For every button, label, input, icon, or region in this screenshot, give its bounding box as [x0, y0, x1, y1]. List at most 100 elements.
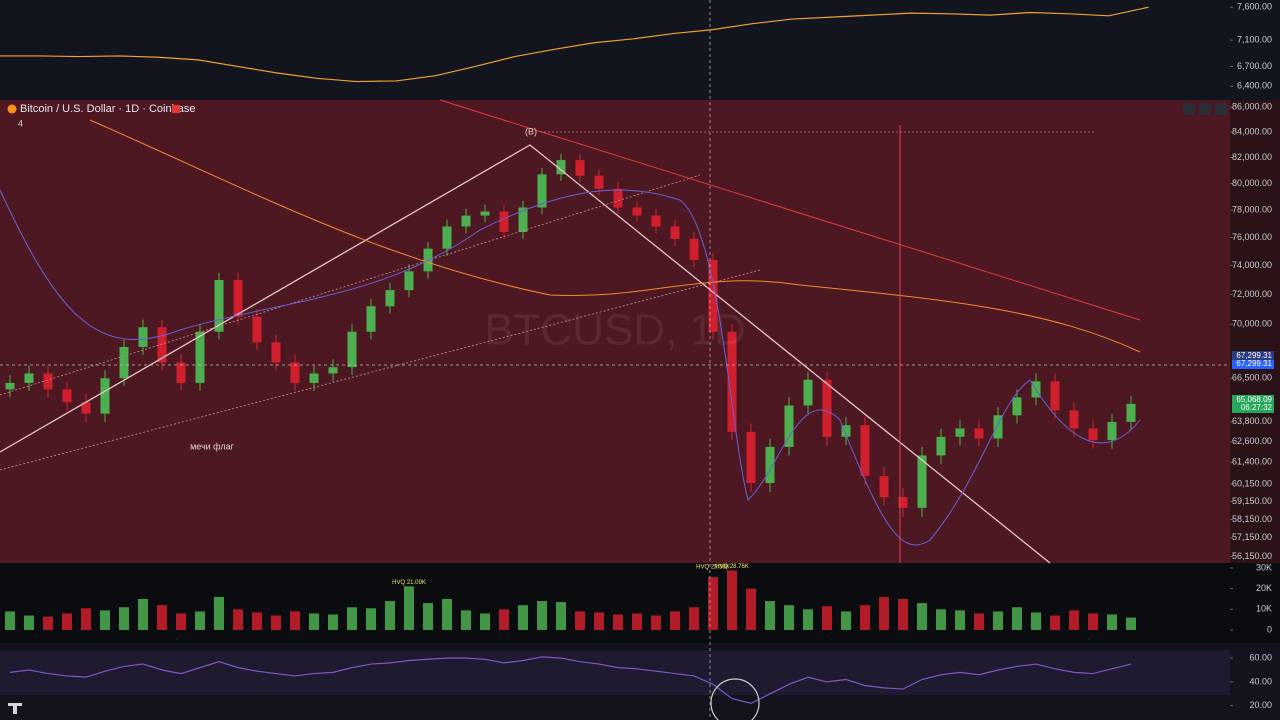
candle-body	[119, 346, 129, 379]
candle-body	[461, 215, 471, 227]
y-tick-label: 20K	[1256, 583, 1272, 593]
candle-body	[385, 290, 395, 307]
volume-label: HVQ 21.09K	[392, 580, 426, 586]
candle-body	[1012, 397, 1022, 416]
volume-pane	[0, 563, 1280, 643]
candle-body	[613, 188, 623, 208]
button-maximize[interactable]	[1215, 103, 1227, 115]
highlight-circle	[710, 678, 760, 720]
candle-body	[784, 405, 794, 447]
volume-bar	[480, 613, 490, 630]
candle-body	[5, 382, 15, 390]
volume-bar	[974, 613, 984, 630]
volume-bar	[43, 616, 53, 630]
ma-blue	[0, 189, 1141, 546]
volume-bar	[404, 586, 414, 630]
y-tick-label: 70,000.00	[1232, 319, 1272, 329]
candle-body	[822, 379, 832, 437]
volume-bar	[1069, 610, 1079, 630]
volume-bar	[936, 609, 946, 630]
candle-body	[879, 476, 889, 498]
price-axis	[1230, 100, 1280, 563]
volume-bar	[1050, 615, 1060, 630]
y-tick-label: 10K	[1256, 604, 1272, 614]
ma-red	[439, 99, 1141, 321]
candle-body	[1126, 403, 1136, 422]
candle-body	[670, 226, 680, 239]
volume-bar	[271, 615, 281, 630]
logo[interactable]	[8, 703, 22, 714]
countdown: 06:27:32	[1241, 403, 1273, 412]
y-tick-label: 6,400.00	[1237, 81, 1272, 91]
volume-bar	[1126, 617, 1136, 630]
volume-bar	[81, 608, 91, 630]
symbol-icon	[7, 104, 17, 114]
volume-bar	[385, 601, 395, 630]
candle-body	[157, 327, 167, 363]
flag[interactable]	[172, 105, 180, 113]
indicator-line	[0, 6, 1149, 83]
candle-body	[841, 425, 851, 437]
volume-bar	[651, 615, 661, 630]
volume-bar	[252, 612, 262, 630]
symbol-title[interactable]: Bitcoin / U.S. Dollar · 1D · Coinbase	[20, 103, 195, 115]
price-tag: 67,299.31	[1236, 351, 1272, 360]
candle-body	[1050, 381, 1060, 411]
volume-label: HVQ 25.58K	[696, 565, 730, 571]
button-down[interactable]	[1199, 103, 1211, 115]
price-tag: 67,299.31	[1236, 359, 1272, 368]
candle-body	[917, 455, 927, 508]
volume-bar	[24, 615, 34, 630]
candle-body	[993, 415, 1003, 439]
candle-body	[537, 174, 547, 208]
candle-body	[556, 160, 566, 175]
drawings	[0, 0, 1230, 720]
volume-bar	[993, 611, 1003, 630]
candle-body	[1069, 410, 1079, 429]
candle-body	[252, 316, 262, 343]
candle-body	[366, 306, 376, 332]
rsi-band	[0, 650, 1230, 695]
volume-bar	[917, 603, 927, 630]
candle-body	[480, 211, 490, 216]
y-tick-label: 76,000.00	[1232, 232, 1272, 242]
y-tick-label: 6,700.00	[1237, 61, 1272, 71]
volume-bar	[708, 577, 718, 630]
rsi-pane	[0, 643, 1280, 720]
volume-bar	[556, 602, 566, 630]
candle-body	[746, 431, 756, 484]
volume-bar	[784, 605, 794, 630]
volume-bar	[157, 605, 167, 630]
button-up[interactable]	[1183, 103, 1195, 115]
volume-bar	[860, 605, 870, 630]
volume-bar	[1107, 614, 1117, 630]
candle-body	[309, 373, 319, 383]
y-tick-label: 20.00	[1249, 700, 1272, 710]
volume-bar	[879, 596, 889, 630]
indicator-count[interactable]: 4	[18, 118, 23, 128]
volume-bar	[575, 611, 585, 630]
y-tick-label: 59,150.00	[1232, 496, 1272, 506]
y-tick-label: 82,000.00	[1232, 152, 1272, 162]
candle-body	[195, 331, 205, 383]
volume-bar	[518, 605, 528, 630]
y-tick-label: 78,000.00	[1232, 205, 1272, 215]
y-tick-label: 66,500.00	[1232, 373, 1272, 383]
volume-bar	[347, 607, 357, 630]
volume-bar	[1012, 607, 1022, 630]
volume-bar	[537, 601, 547, 630]
candle-body	[138, 327, 148, 347]
volume-bar	[195, 611, 205, 630]
watermark: BTCUSD, 1D	[484, 306, 746, 355]
y-tick-label: 57,150.00	[1232, 532, 1272, 542]
y-tick-label: 86,000.00	[1232, 102, 1272, 112]
y-tick-label: 58,150.00	[1232, 514, 1272, 524]
y-tick-label: 7,100.00	[1237, 35, 1272, 45]
candle-body	[328, 367, 338, 374]
volume-bar	[803, 609, 813, 630]
candle-body	[271, 342, 281, 363]
candle-body	[100, 378, 110, 414]
candle-body	[499, 211, 509, 233]
